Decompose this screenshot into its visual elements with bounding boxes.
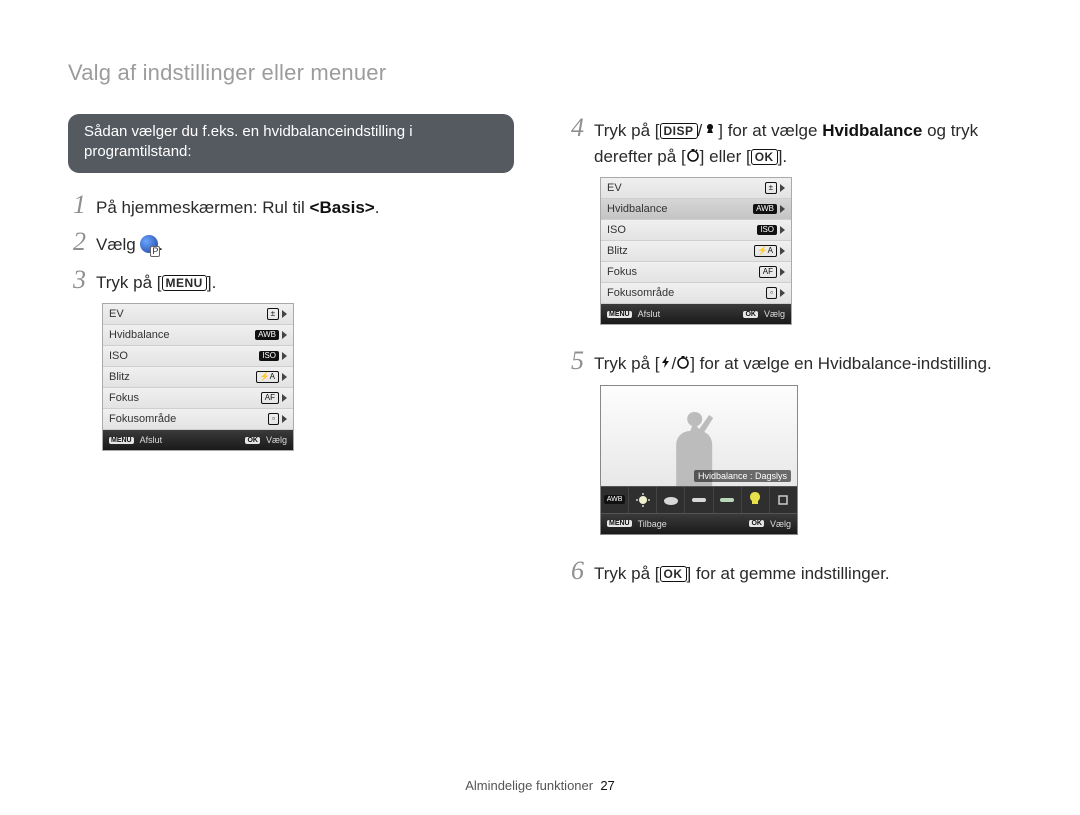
page-title: Valg af indstillinger eller menuer <box>68 60 1012 86</box>
lcd-footer-1: MENU Afslut OK Vælg <box>103 430 293 450</box>
mode-p-icon <box>140 235 158 253</box>
wb-option-strip: AWB <box>601 486 797 514</box>
wb-opt-awb: AWB <box>601 487 629 513</box>
ok-button-label: OK <box>751 149 778 165</box>
wb-footer: MENU Tilbage OK Vælg <box>601 514 797 534</box>
lcd-row-hvidbalance: Hvidbalance AWB <box>103 325 293 346</box>
lcd-menu-2: EV± HvidbalanceAWB ISOISO Blitz⚡A FokusA… <box>600 177 792 325</box>
lcd-row-hvidbalance-selected: HvidbalanceAWB <box>601 199 791 220</box>
wb-opt-fluor-h <box>685 487 713 513</box>
lcd-row-blitz: Blitz ⚡A <box>103 367 293 388</box>
disp-button-label: DISP <box>660 123 698 139</box>
lcd-footer-2: MENU Afslut OK Vælg <box>601 304 791 324</box>
intro-banner: Sådan vælger du f.eks. en hvidbalanceind… <box>68 114 514 173</box>
flash-left-icon <box>660 355 672 369</box>
timer-right-icon <box>686 148 700 162</box>
wb-opt-custom <box>770 487 797 513</box>
page-footer: Almindelige funktioner 27 <box>0 778 1080 793</box>
lcd-menu-1: EV ± Hvidbalance AWB ISO ISO Blitz ⚡A Fo… <box>102 303 294 451</box>
menu-button-label: MENU <box>162 275 207 291</box>
wb-caption: Hvidbalance : Dagslys <box>694 470 791 482</box>
lcd-row-iso: ISO ISO <box>103 346 293 367</box>
lcd-row-fokus: Fokus AF <box>103 388 293 409</box>
timer-right-icon <box>676 355 690 369</box>
wb-opt-daylight <box>629 487 657 513</box>
lcd-row-fokusomraade: Fokusområde ▫ <box>103 409 293 430</box>
macro-down-icon <box>702 122 718 136</box>
wb-opt-cloudy <box>657 487 685 513</box>
step-4: Tryk på [DISP/] for at vælge Hvidbalance… <box>566 114 1012 169</box>
step-2: Vælg . <box>68 228 514 258</box>
step-5: Tryk på [/] for at vælge en Hvidbalance-… <box>566 347 1012 377</box>
wb-opt-tungsten <box>742 487 770 513</box>
wb-preview-lcd: Hvidbalance : Dagslys AWB MENU Tilbage O… <box>600 385 798 535</box>
wb-opt-fluor-l <box>714 487 742 513</box>
step-6: Tryk på [OK] for at gemme indstillinger. <box>566 557 1012 587</box>
lcd-row-ev: EV ± <box>103 304 293 325</box>
ok-button-label: OK <box>660 566 687 582</box>
step-1: På hjemmeskærmen: Rul til <Basis>. <box>68 191 514 221</box>
step-3: Tryk på [MENU]. <box>68 266 514 296</box>
